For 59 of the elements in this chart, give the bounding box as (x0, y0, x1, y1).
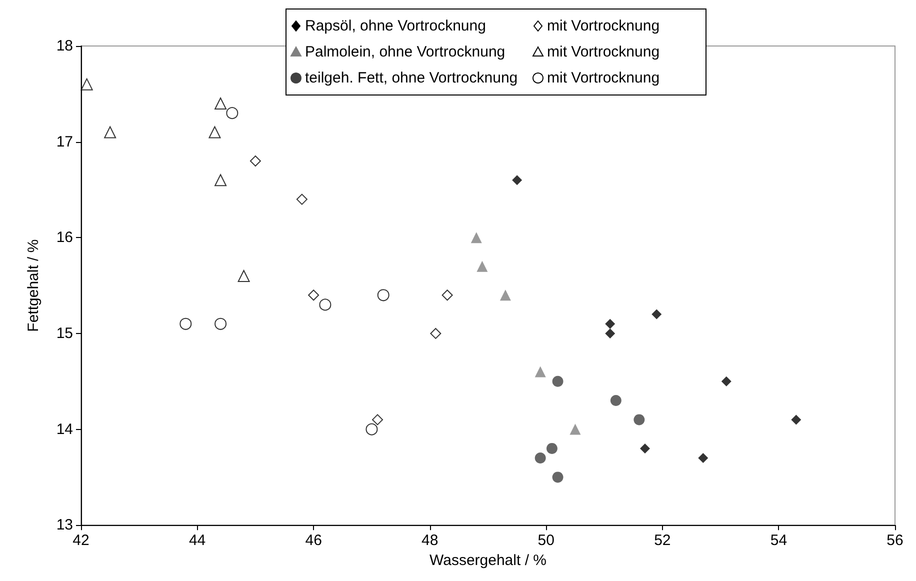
y-tick-label: 17 (56, 133, 73, 150)
point (500, 290, 511, 301)
point (634, 414, 645, 426)
point (214, 318, 227, 330)
legend-label: mit Vortrocknung (547, 18, 660, 34)
point (640, 443, 650, 454)
point (476, 260, 488, 272)
x-tick-label: 42 (72, 532, 90, 550)
y-tick-label: 16 (56, 229, 73, 246)
point (721, 376, 732, 386)
point (238, 270, 250, 282)
point (377, 289, 390, 302)
y-tick-label: 13 (56, 516, 73, 534)
point (552, 472, 564, 483)
legend-label: teilgeh. Fett, ohne Vortrocknung (305, 70, 518, 86)
point (180, 318, 192, 330)
point (226, 107, 238, 120)
point (570, 424, 581, 435)
point (605, 328, 616, 338)
point (308, 290, 320, 301)
point (552, 376, 564, 387)
point (296, 194, 308, 205)
x-tick-label: 46 (305, 532, 322, 550)
point (512, 175, 522, 186)
point (372, 414, 384, 426)
x-tick-label: 56 (886, 532, 904, 550)
y-tick-label: 15 (56, 324, 73, 342)
point (791, 414, 802, 425)
point (534, 452, 546, 464)
x-axis-title: Wassergehalt / % (430, 552, 546, 569)
x-tick-label: 44 (188, 532, 206, 550)
point (546, 442, 558, 454)
point (430, 328, 442, 339)
x-tick-label: 48 (422, 532, 438, 550)
x-tick-label: 50 (538, 532, 554, 550)
legend-label: mit Vortrocknung (547, 70, 660, 86)
legend-label: Rapsöl, ohne Vortrocknung (305, 18, 486, 34)
x-tick-label: 54 (770, 532, 788, 550)
legend-label: mit Vortrocknung (547, 44, 660, 60)
y-tick-label: 18 (56, 38, 73, 54)
point (104, 126, 116, 138)
point (534, 366, 546, 378)
point (442, 290, 453, 301)
point (652, 309, 662, 320)
point (610, 395, 622, 406)
point (470, 232, 482, 244)
legend-label: Palmolein, ohne Vortrocknung (305, 44, 506, 60)
point (208, 126, 221, 138)
point (605, 318, 616, 329)
point (80, 78, 93, 90)
point (366, 423, 378, 436)
point (319, 298, 332, 311)
point (214, 174, 227, 186)
point (698, 453, 708, 464)
y-axis-title: Fettgehalt / % (25, 239, 42, 332)
x-tick-label: 52 (654, 532, 671, 550)
y-tick-label: 14 (56, 420, 73, 438)
point (214, 97, 227, 110)
point (250, 155, 261, 166)
